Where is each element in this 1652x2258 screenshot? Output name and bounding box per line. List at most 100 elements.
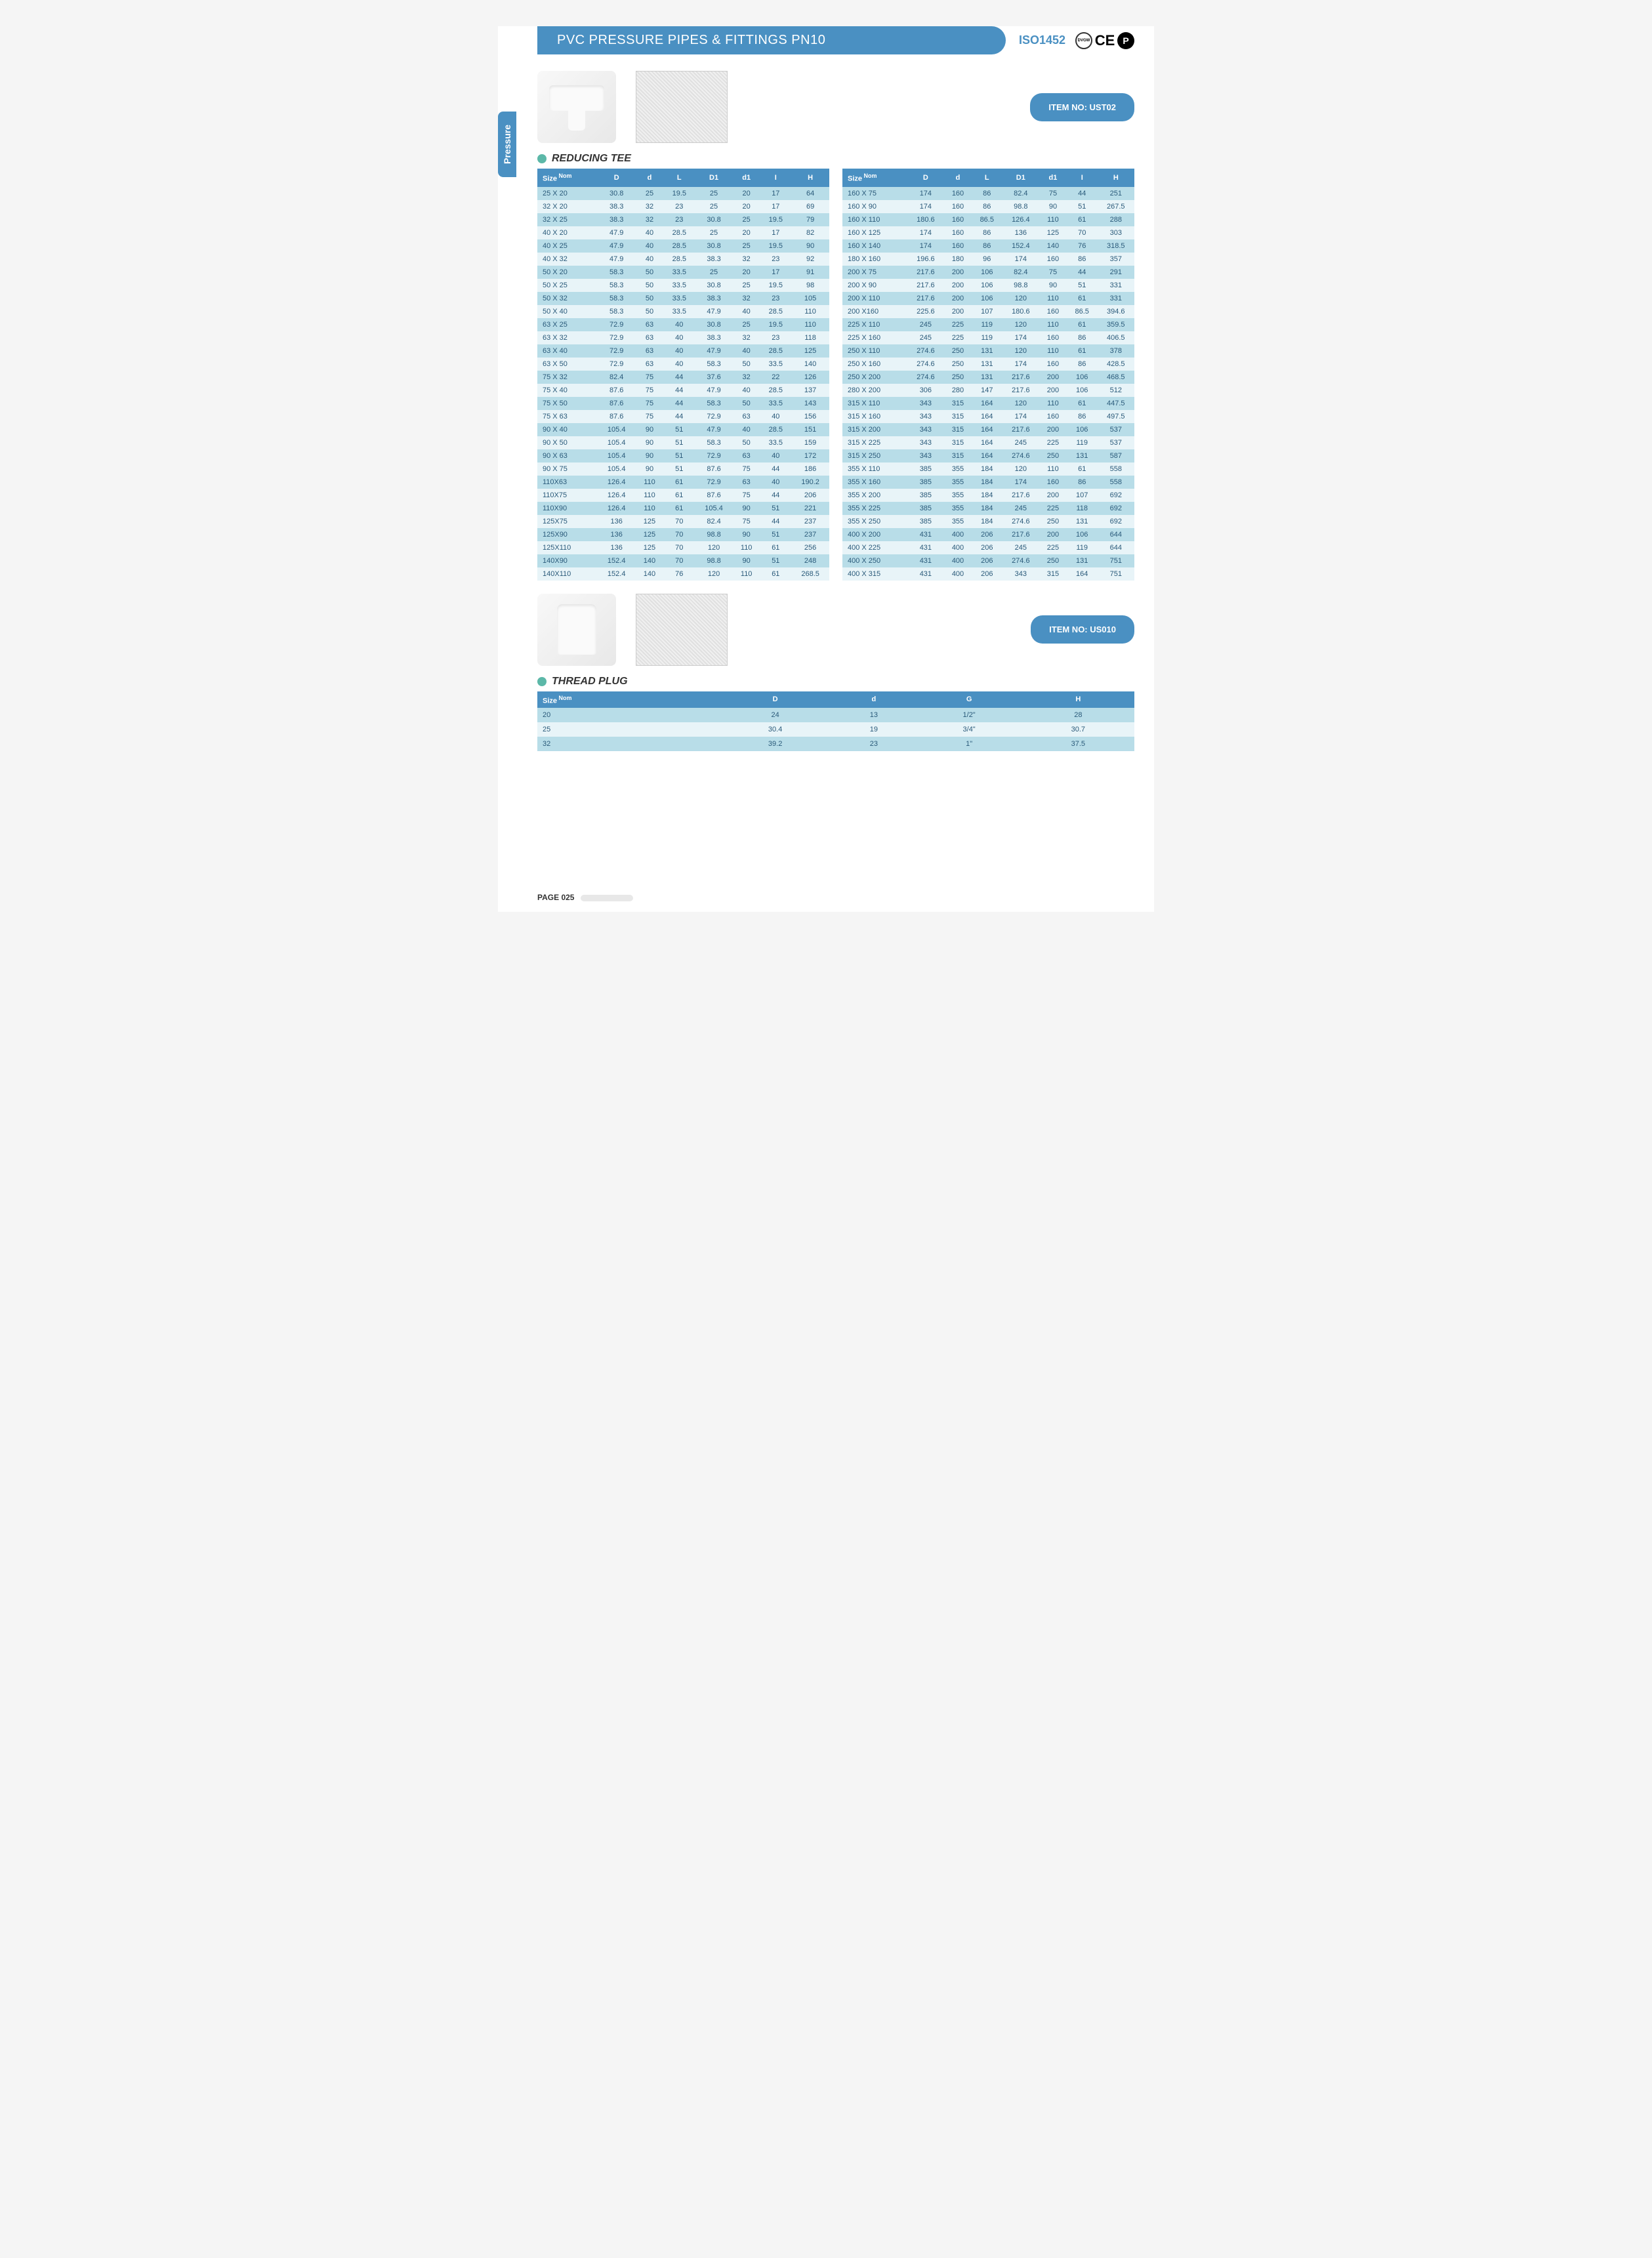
table-cell: 86 — [972, 239, 1002, 253]
table-cell: 32 — [733, 292, 760, 305]
table-cell: 63 X 40 — [537, 344, 598, 358]
table-cell: 38.3 — [695, 292, 733, 305]
table-cell: 61 — [760, 567, 791, 581]
table-cell: 64 — [791, 187, 829, 200]
section-label-1: REDUCING TEE — [552, 153, 631, 165]
table-cell: 58.3 — [695, 397, 733, 410]
table-cell: 160 — [1039, 410, 1067, 423]
table-cell: 82.4 — [598, 371, 636, 384]
table-cell: 131 — [1067, 515, 1098, 528]
table-cell: 30.8 — [695, 279, 733, 292]
table-row: 40 X 2047.94028.525201782 — [537, 226, 829, 239]
table-cell: 40 — [733, 423, 760, 436]
table-cell: 120 — [1002, 397, 1039, 410]
table-cell: 160 — [944, 239, 972, 253]
table-cell: 25 — [733, 318, 760, 331]
table-cell: 245 — [1002, 436, 1039, 449]
table-cell: 87.6 — [598, 410, 636, 423]
table-cell: 20 — [537, 708, 719, 722]
table-cell: 152.4 — [598, 554, 636, 567]
table-cell: 63 — [733, 476, 760, 489]
table-cell: 180.6 — [1002, 305, 1039, 318]
table-cell: 58.3 — [598, 266, 636, 279]
table-cell: 106 — [972, 279, 1002, 292]
table-cell: 87.6 — [598, 397, 636, 410]
table-cell: 140 — [791, 358, 829, 371]
table-cell: 19 — [831, 722, 916, 737]
table-cell: 225 — [944, 318, 972, 331]
col-header: I — [760, 169, 791, 187]
table-cell: 359.5 — [1098, 318, 1134, 331]
table-cell: 47.9 — [695, 384, 733, 397]
table-cell: 75 — [636, 371, 664, 384]
table-cell: 200 — [1039, 528, 1067, 541]
table-row: 50 X 3258.35033.538.33223105 — [537, 292, 829, 305]
table-row: 400 X 225431400206245225119644 — [842, 541, 1134, 554]
table-cell: 196.6 — [907, 253, 944, 266]
col-header: L — [663, 169, 695, 187]
table-cell: 23 — [831, 737, 916, 751]
table-cell: 63 — [733, 449, 760, 462]
table-cell: 106 — [972, 266, 1002, 279]
table-cell: 90 — [636, 423, 664, 436]
table-cell: 50 — [733, 358, 760, 371]
table-cell: 306 — [907, 384, 944, 397]
table-cell: 61 — [663, 476, 695, 489]
table-cell: 355 X 160 — [842, 476, 907, 489]
table-cell: 90 X 63 — [537, 449, 598, 462]
table-cell: 44 — [760, 489, 791, 502]
table-row: 400 X 200431400206217.6200106644 — [842, 528, 1134, 541]
table-cell: 280 X 200 — [842, 384, 907, 397]
table-cell: 106 — [1067, 528, 1098, 541]
table-cell: 431 — [907, 528, 944, 541]
table-cell: 72.9 — [598, 331, 636, 344]
table-cell: 184 — [972, 476, 1002, 489]
table-row: 25 X 2030.82519.525201764 — [537, 187, 829, 200]
table-cell: 140X110 — [537, 567, 598, 581]
table-cell: 217.6 — [907, 279, 944, 292]
table-row: 2024131/2"28 — [537, 708, 1134, 722]
table-cell: 25 — [695, 187, 733, 200]
plug-table: Size NomDdGH2024131/2"282530.4193/4"30.7… — [537, 691, 1134, 752]
table-cell: 58.3 — [598, 292, 636, 305]
table-cell: 160 X 140 — [842, 239, 907, 253]
table-cell: 44 — [760, 462, 791, 476]
table-cell: 118 — [791, 331, 829, 344]
page-title: PVC PRESSURE PIPES & FITTINGS PN10 — [537, 26, 1006, 54]
table-cell: 91 — [791, 266, 829, 279]
table-cell: 33.5 — [760, 436, 791, 449]
table-cell: 70 — [663, 554, 695, 567]
table-row: 40 X 2547.94028.530.82519.590 — [537, 239, 829, 253]
table-cell: 274.6 — [907, 358, 944, 371]
table-cell: 33.5 — [760, 358, 791, 371]
table-cell: 33.5 — [663, 279, 695, 292]
table-cell: 76 — [1067, 239, 1098, 253]
table-cell: 75 — [636, 397, 664, 410]
table-cell: 86 — [1067, 253, 1098, 266]
table-cell: 32 — [636, 213, 664, 226]
col-header: D1 — [695, 169, 733, 187]
table-cell: 200 X160 — [842, 305, 907, 318]
table-cell: 303 — [1098, 226, 1134, 239]
table-cell: 72.9 — [695, 449, 733, 462]
product-row-2: ITEM NO: US010 — [537, 594, 1134, 666]
table-cell: 75 — [733, 489, 760, 502]
table-cell: 140X90 — [537, 554, 598, 567]
plug-product-image — [537, 594, 616, 666]
table-cell: 225 — [944, 331, 972, 344]
table-cell: 315 X 250 — [842, 449, 907, 462]
table-cell: 343 — [907, 397, 944, 410]
table-cell: 82.4 — [1002, 266, 1039, 279]
table-cell: 125 — [636, 541, 664, 554]
table-cell: 159 — [791, 436, 829, 449]
table-cell: 131 — [972, 358, 1002, 371]
table-cell: 86 — [1067, 410, 1098, 423]
table-cell: 251 — [1098, 187, 1134, 200]
section-title-2: THREAD PLUG — [537, 676, 1154, 688]
table-cell: 200 X 90 — [842, 279, 907, 292]
table-cell: 86.5 — [972, 213, 1002, 226]
table-cell: 40 — [636, 253, 664, 266]
table-cell: 406.5 — [1098, 331, 1134, 344]
table-cell: 44 — [663, 397, 695, 410]
table-cell: 400 — [944, 528, 972, 541]
